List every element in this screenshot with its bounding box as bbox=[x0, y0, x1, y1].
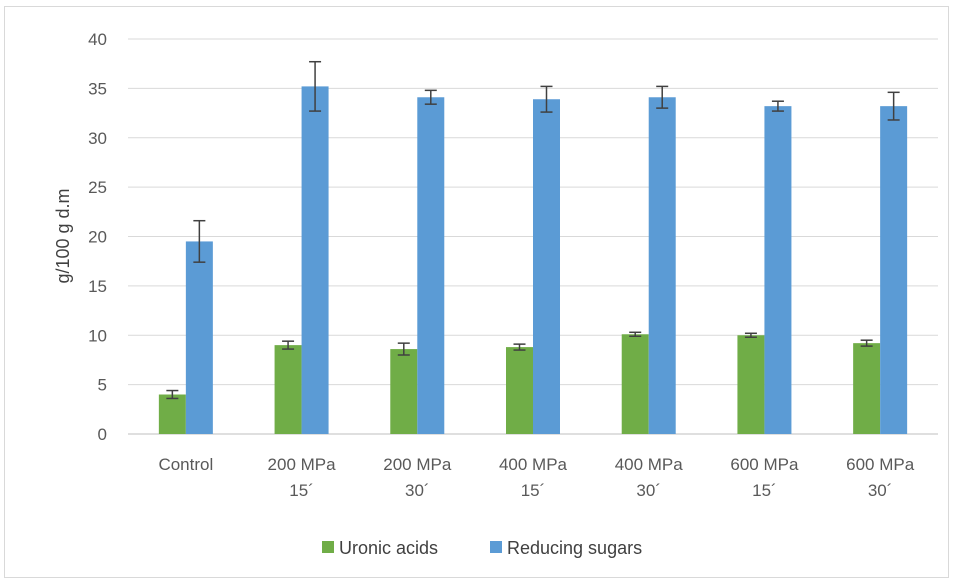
x-tick-label: 400 MPa bbox=[499, 455, 568, 474]
y-tick-label: 20 bbox=[88, 228, 107, 247]
x-axis-ticks: Control 200 MPa 15´ 200 MPa 30´ 400 MPa 15´ 400… bbox=[158, 455, 914, 500]
error-bar bbox=[193, 219, 206, 263]
bar-uronic-acids bbox=[853, 343, 881, 434]
y-tick-label: 40 bbox=[88, 30, 107, 49]
x-tick-label: 600 MPa bbox=[846, 455, 915, 474]
x-tick-label: 200 MPa bbox=[383, 455, 452, 474]
error-bar bbox=[397, 342, 410, 356]
bar-reducing-sugars bbox=[764, 106, 792, 435]
bar-uronic-acids bbox=[621, 334, 649, 434]
legend-label: Uronic acids bbox=[339, 538, 438, 558]
x-tick-label: 30´ bbox=[405, 481, 430, 500]
x-tick-label: 15´ bbox=[752, 481, 777, 500]
bar-uronic-acids bbox=[506, 347, 533, 434]
y-tick-label: 25 bbox=[88, 178, 107, 197]
error-bar bbox=[540, 85, 553, 113]
x-tick-label: Control bbox=[158, 455, 213, 474]
bar-reducing-sugars bbox=[417, 97, 445, 434]
legend-item: Uronic acids bbox=[322, 538, 438, 558]
error-bar bbox=[282, 340, 295, 350]
error-bar bbox=[771, 100, 784, 112]
legend-label: Reducing sugars bbox=[507, 538, 642, 558]
y-axis-title: g/100 g d.m bbox=[53, 188, 73, 283]
legend-swatch bbox=[490, 541, 502, 553]
y-tick-label: 10 bbox=[88, 326, 107, 345]
chart-frame bbox=[4, 6, 949, 578]
x-tick-label: 30´ bbox=[636, 481, 661, 500]
x-tick-label: 400 MPa bbox=[615, 455, 684, 474]
bar-reducing-sugars bbox=[880, 106, 908, 435]
x-tick-label: 15´ bbox=[289, 481, 314, 500]
error-bar bbox=[309, 60, 322, 112]
error-bars bbox=[166, 60, 900, 400]
y-tick-label: 15 bbox=[88, 277, 107, 296]
bar-uronic-acids bbox=[390, 349, 418, 434]
legend-swatch bbox=[322, 541, 334, 553]
error-bar bbox=[656, 85, 669, 109]
legend: Uronic acids Reducing sugars bbox=[322, 538, 642, 558]
bar-uronic-acids bbox=[737, 335, 765, 434]
error-bar bbox=[513, 343, 526, 351]
x-tick-label: 15´ bbox=[521, 481, 546, 500]
error-bar bbox=[424, 89, 437, 105]
bars bbox=[158, 86, 908, 435]
x-tick-label: 30´ bbox=[868, 481, 893, 500]
y-tick-label: 5 bbox=[98, 376, 107, 395]
y-axis-ticks: 0 5 10 15 20 25 30 35 40 bbox=[88, 30, 107, 444]
error-bar bbox=[629, 331, 642, 337]
error-bar bbox=[887, 91, 900, 121]
error-bar bbox=[744, 332, 757, 338]
y-tick-label: 30 bbox=[88, 129, 107, 148]
bar-reducing-sugars bbox=[301, 86, 329, 435]
legend-item: Reducing sugars bbox=[490, 538, 642, 558]
error-bar bbox=[166, 389, 179, 400]
x-tick-label: 600 MPa bbox=[730, 455, 799, 474]
y-tick-label: 35 bbox=[88, 79, 107, 98]
bar-uronic-acids bbox=[158, 394, 186, 434]
bar-uronic-acids bbox=[274, 345, 302, 434]
y-tick-label: 0 bbox=[98, 425, 107, 444]
bar-reducing-sugars bbox=[648, 97, 676, 434]
bar-reducing-sugars bbox=[533, 99, 560, 435]
bar-reducing-sugars bbox=[185, 241, 213, 434]
x-tick-label: 200 MPa bbox=[268, 455, 337, 474]
error-bar bbox=[860, 339, 873, 347]
